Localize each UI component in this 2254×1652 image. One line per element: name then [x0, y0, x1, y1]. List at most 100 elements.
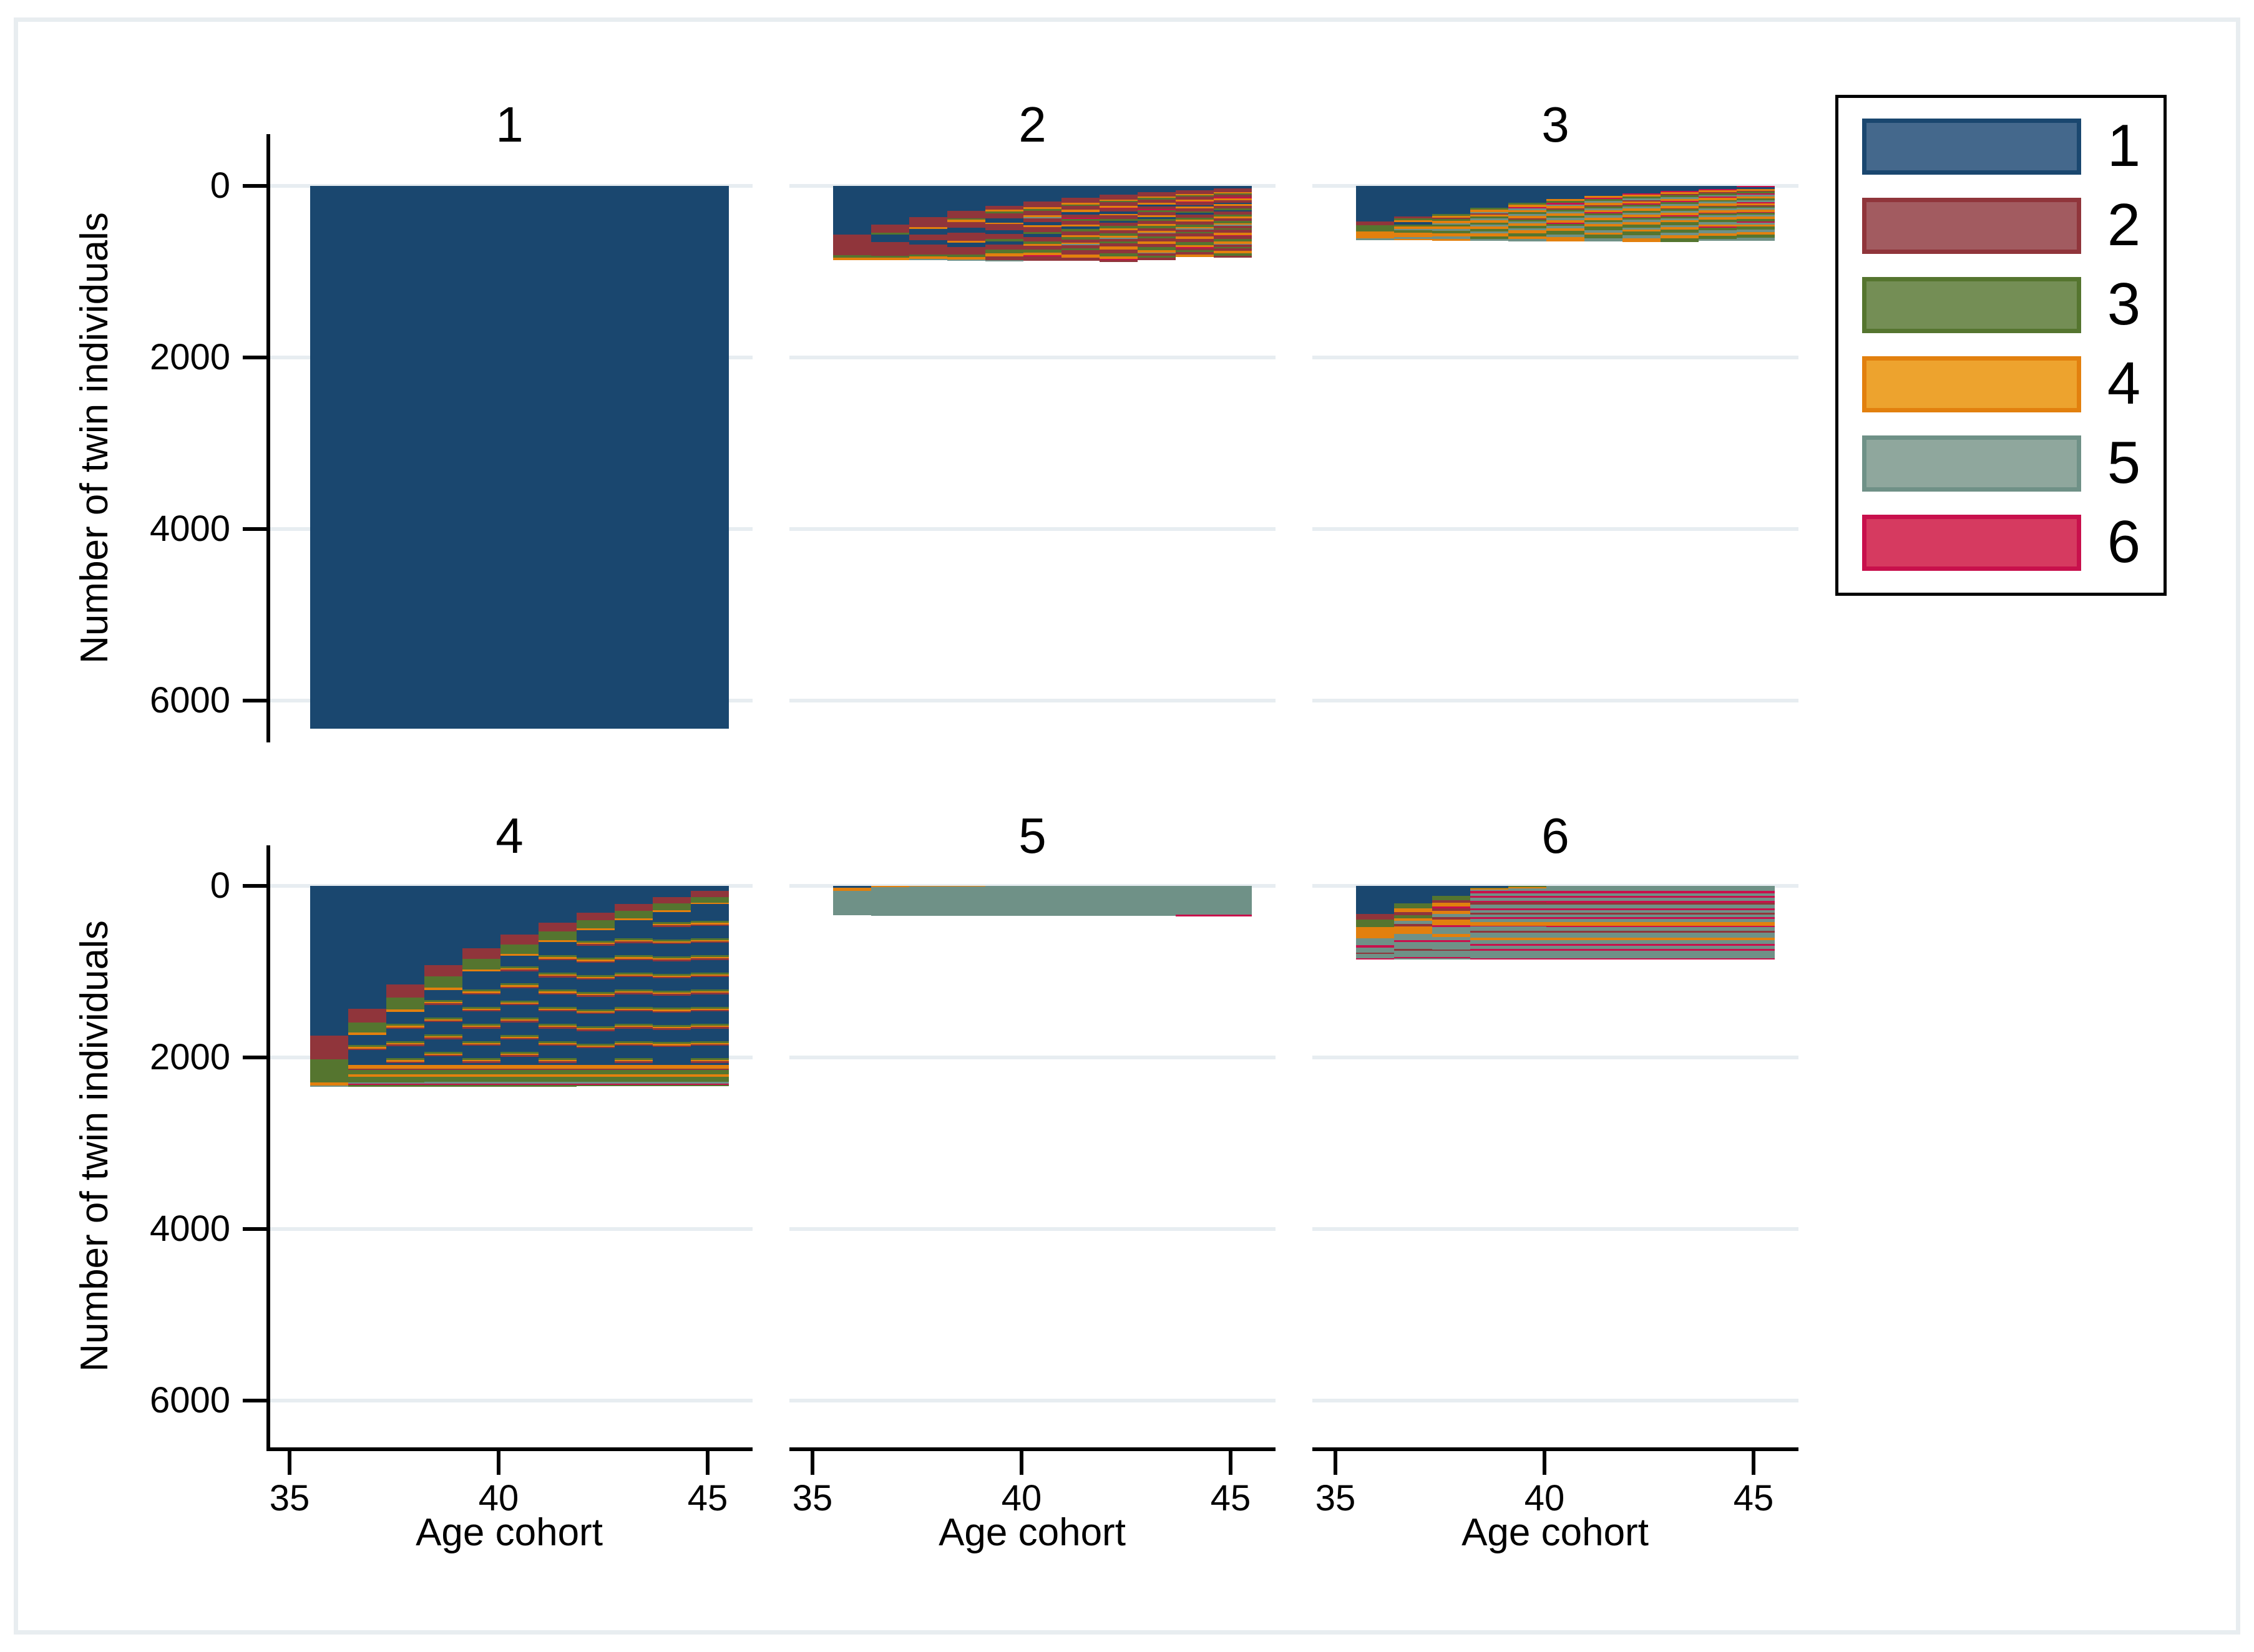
x-tick-label-45: 45 [687, 1478, 728, 1518]
bar-segment-cat-1 [653, 1029, 691, 1032]
bar-segment-cat-3 [1138, 236, 1176, 238]
bar-segment-cat-2 [462, 1027, 500, 1029]
bar-segment-cat-5 [909, 887, 947, 916]
bar-segment-cat-6 [1737, 890, 1775, 893]
bar-segment-cat-3 [691, 921, 729, 923]
gridline-2000 [789, 1056, 1276, 1059]
y-axis-label-row2: Number of twin individuals [73, 920, 116, 1372]
bar-segment-cat-3 [1546, 216, 1584, 218]
bar-segment-cat-4 [691, 1065, 729, 1069]
bar-segment-cat-6 [1394, 940, 1432, 943]
bar-segment-cat-6 [1622, 216, 1661, 218]
bar-segment-cat-4 [615, 1042, 653, 1044]
bar-segment-cat-2 [615, 975, 653, 978]
bar-column-age-37 [909, 886, 947, 916]
bar-segment-cat-3 [462, 989, 500, 992]
bar-segment-cat-5 [1737, 897, 1775, 901]
bar-segment-cat-3 [1546, 201, 1584, 203]
bar-segment-cat-2 [985, 245, 1023, 250]
bar-segment-cat-3 [1356, 225, 1394, 231]
bar-segment-cat-3 [500, 1018, 539, 1020]
legend-item-2: 2 [1838, 194, 2164, 256]
bar-segment-cat-1 [1470, 886, 1508, 888]
bar-segment-cat-1 [691, 926, 729, 928]
bar-segment-cat-2 [1584, 931, 1622, 933]
bar-segment-cat-4 [615, 1008, 653, 1010]
bar-segment-cat-5 [1394, 958, 1432, 960]
bar-segment-cat-6 [1584, 901, 1622, 903]
bar-segment-cat-3 [348, 1077, 386, 1082]
bar-segment-cat-4 [1394, 239, 1432, 241]
bar-segment-cat-1 [1584, 186, 1622, 196]
gridline-2000 [1312, 1056, 1798, 1059]
bar-segment-cat-1 [577, 947, 615, 958]
bar-segment-cat-2 [833, 234, 871, 255]
bar-segment-cat-6 [1546, 890, 1584, 893]
bar-segment-cat-3 [1176, 211, 1214, 213]
bar-segment-cat-5 [1622, 933, 1661, 938]
bar-segment-cat-3 [1508, 202, 1546, 205]
bar-column-age-44 [1176, 886, 1214, 916]
x-axis-spine [266, 1447, 753, 1451]
bar-segment-cat-2 [1214, 205, 1252, 209]
bar-segment-cat-2 [985, 256, 1023, 261]
bar-segment-cat-1 [462, 1047, 500, 1059]
bar-segment-cat-2 [1214, 188, 1252, 192]
legend-item-5: 5 [1838, 432, 2164, 494]
bar-segment-cat-4 [424, 1002, 462, 1004]
bar-segment-cat-6 [1584, 908, 1622, 910]
x-tick-45 [706, 1451, 710, 1475]
bar-segment-cat-6 [1214, 235, 1252, 236]
bar-segment-cat-2 [1061, 214, 1100, 218]
bar-segment-cat-4 [539, 940, 577, 943]
bar-segment-cat-4 [1584, 921, 1622, 926]
bar-segment-cat-5 [1699, 905, 1737, 908]
bar-segment-cat-1 [909, 186, 947, 218]
bar-column-age-42 [577, 186, 615, 729]
bar-segment-cat-4 [1214, 216, 1252, 218]
bar-segment-cat-5 [1470, 231, 1508, 233]
bar-segment-cat-1 [539, 996, 577, 1007]
bar-segment-cat-3 [348, 1045, 386, 1047]
bar-column-age-40 [1546, 886, 1584, 960]
bar-segment-cat-4 [1061, 242, 1100, 245]
bar-segment-cat-6 [1508, 908, 1546, 910]
bar-segment-cat-3 [500, 1070, 539, 1075]
bar-segment-cat-3 [615, 1006, 653, 1009]
bar-segment-cat-2 [1176, 190, 1214, 194]
bar-segment-cat-5 [1100, 238, 1138, 239]
bar-segment-cat-3 [424, 1000, 462, 1003]
bar-segment-cat-2 [1470, 902, 1508, 905]
bar-segment-cat-6 [1546, 958, 1584, 960]
bar-segment-cat-1 [348, 886, 386, 1009]
bar-segment-cat-4 [653, 958, 691, 960]
bar-segment-cat-5 [1737, 954, 1775, 959]
bar-segment-cat-3 [691, 1070, 729, 1074]
bar-segment-cat-4 [1699, 224, 1737, 226]
bar-segment-cat-2 [615, 941, 653, 943]
bar-segment-cat-2 [615, 1044, 653, 1046]
bar-segment-cat-6 [615, 1084, 653, 1085]
bar-segment-cat-4 [462, 1065, 500, 1069]
bar-segment-cat-5 [1737, 950, 1775, 955]
bar-segment-cat-6 [1100, 207, 1138, 209]
y-tick-4000 [243, 1227, 266, 1231]
bar-segment-cat-1 [424, 1056, 462, 1059]
bar-segment-cat-6 [1470, 890, 1508, 893]
bar-segment-cat-2 [1737, 190, 1775, 192]
bar-segment-cat-2 [1546, 902, 1584, 905]
bar-segment-cat-2 [462, 1061, 500, 1063]
bar-segment-cat-5 [1661, 232, 1699, 236]
bar-segment-cat-4 [1661, 235, 1699, 239]
x-tick-35 [1334, 1451, 1337, 1475]
panel-title-3: 3 [1541, 97, 1569, 152]
bar-segment-cat-3 [462, 1024, 500, 1026]
bar-segment-cat-2 [691, 1027, 729, 1029]
bar-segment-cat-6 [1622, 949, 1661, 951]
bar-segment-cat-4 [1394, 233, 1432, 237]
bar-segment-cat-6 [1699, 943, 1737, 946]
bar-segment-cat-2 [1023, 227, 1061, 233]
y-tick-2000 [243, 356, 266, 359]
bar-segment-cat-1 [615, 960, 653, 963]
bar-segment-cat-2 [653, 1068, 691, 1071]
